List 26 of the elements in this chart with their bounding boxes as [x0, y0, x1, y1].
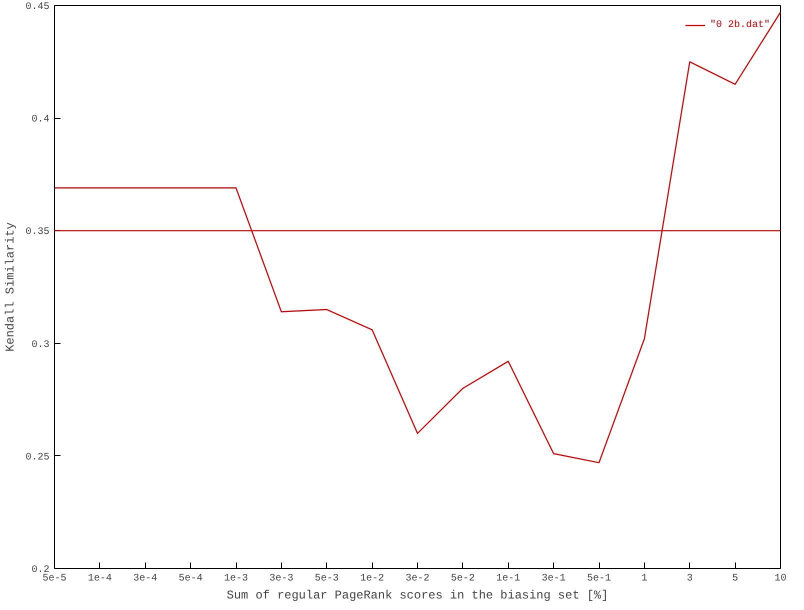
- x-tick-label: 3e-4: [133, 574, 158, 584]
- x-tick-label: 3e-2: [406, 574, 430, 584]
- x-tick-label: 1e-1: [496, 574, 520, 584]
- x-tick-label: 1: [641, 574, 648, 584]
- y-axis-title: Kendall Similarity: [3, 222, 18, 352]
- x-tick-label: 5: [732, 574, 738, 584]
- x-tick-label: 1e-2: [360, 574, 384, 584]
- x-tick-label: 5e-5: [42, 574, 67, 584]
- x-tick-label: 3e-1: [542, 574, 566, 584]
- y-tick-label: 0.35: [25, 227, 50, 238]
- x-axis-title: Sum of regular PageRank scores in the biasing set [%]: [226, 588, 608, 602]
- y-tick-label: 0.25: [25, 452, 50, 464]
- x-tick-label: 10: [774, 574, 787, 584]
- legend-label: "0 2b.dat": [710, 20, 770, 30]
- x-tick-label: 5e-2: [450, 574, 475, 584]
- x-tick-label: 5e-1: [587, 574, 612, 584]
- x-tick-label: 1e-3: [224, 574, 248, 584]
- x-tick-label: 1e-4: [88, 574, 112, 584]
- y-tick-label: 0.45: [25, 2, 50, 13]
- line-series: [54, 12, 780, 464]
- x-tick-label: 3: [686, 574, 693, 584]
- x-tick-label: 3e-3: [269, 574, 294, 584]
- y-tick-label: 0.4: [31, 114, 50, 126]
- x-tick-label: 5e-4: [178, 574, 203, 584]
- x-tick-label: 5e-3: [314, 574, 339, 584]
- y-tick-label: 0.3: [31, 340, 50, 351]
